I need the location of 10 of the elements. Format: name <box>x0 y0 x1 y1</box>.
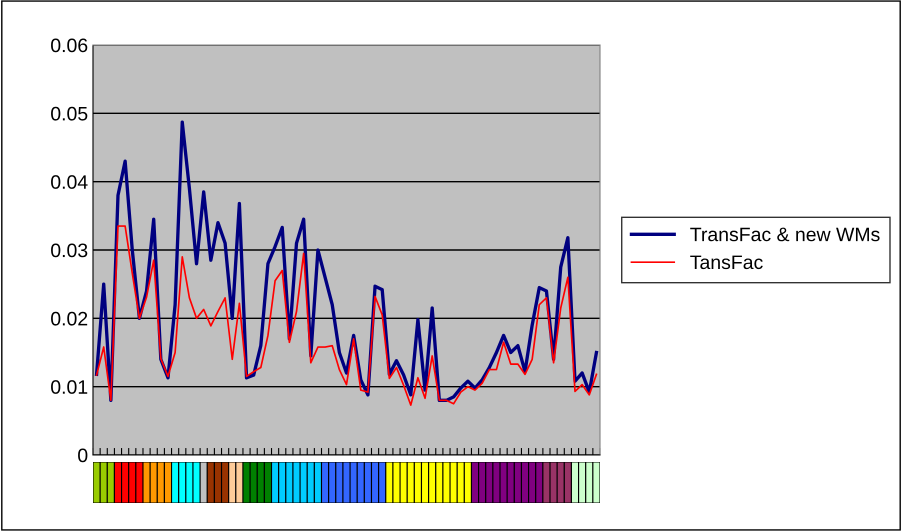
y-tick-label: 0.06 <box>51 38 88 52</box>
y-tick-label: 0 <box>78 448 88 462</box>
y-tick-label: 0.04 <box>51 175 88 189</box>
y-tick-label: 0.05 <box>51 106 88 121</box>
y-tick-label: 0.03 <box>51 243 88 258</box>
legend-label: TansFac <box>690 256 763 270</box>
y-tick-label: 0.02 <box>51 312 88 326</box>
legend-label: TransFac & new WMs <box>690 228 880 242</box>
y-tick-label: 0.01 <box>51 380 88 394</box>
line-series <box>96 225 598 406</box>
